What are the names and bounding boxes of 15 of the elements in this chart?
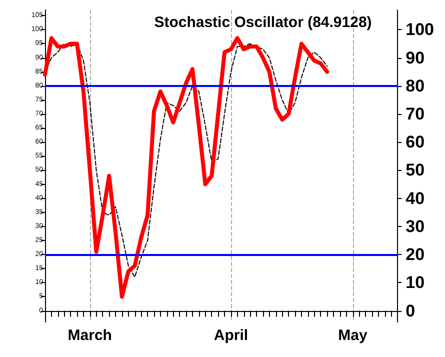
x-tick-label: May [338, 327, 368, 344]
y2-tick-label: 20 [406, 245, 425, 264]
y2-tick-label: 10 [406, 273, 425, 292]
y2-tick-label: 80 [406, 76, 425, 96]
x-tick-label: March [68, 327, 112, 344]
y2-tick-label: 0 [406, 301, 416, 320]
y2-tick-label: 50 [406, 160, 425, 180]
y2-tick-label: 60 [406, 132, 425, 152]
y2-tick-label: 30 [406, 216, 425, 236]
y2-tick-label: 100 [406, 20, 434, 40]
y2-tick-label: 90 [406, 48, 425, 68]
y2-tick-label: 70 [406, 104, 425, 124]
chart-title: Stochastic Oscillator (84.9128) [154, 14, 372, 31]
y2-tick-label: 40 [406, 188, 425, 208]
x-tick-label: April [214, 327, 248, 344]
